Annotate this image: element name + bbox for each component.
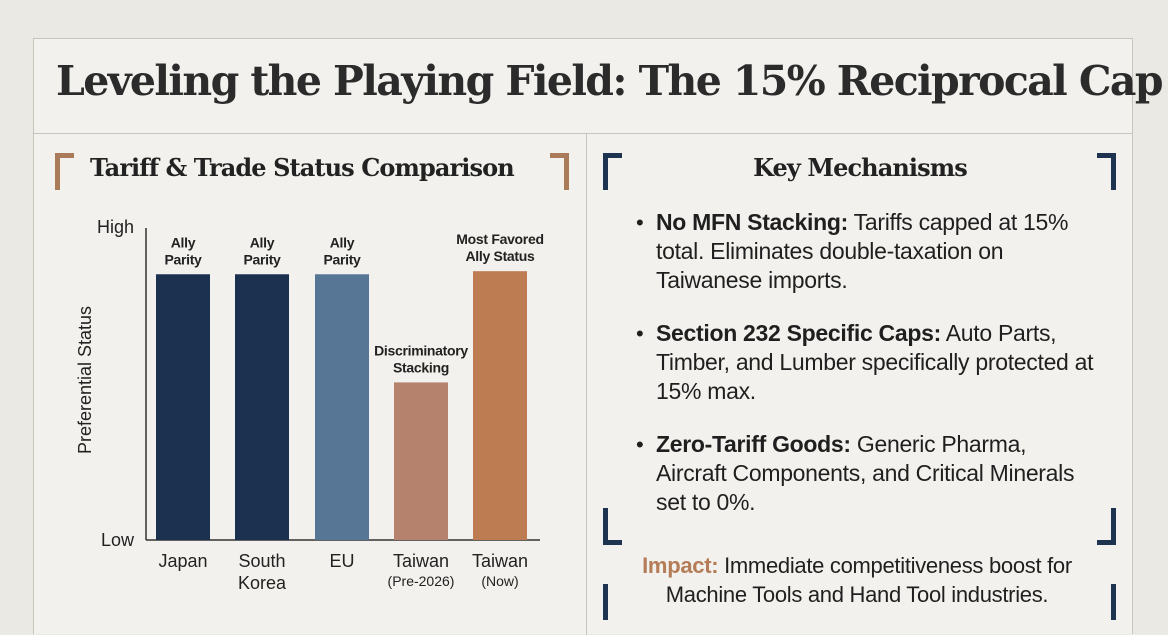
- panel-divider: [586, 134, 587, 635]
- impact-text: Immediate competitiveness boost for Mach…: [665, 553, 1072, 607]
- x-tick-label-line1: Japan: [158, 551, 207, 571]
- x-tick-label-line1: EU: [329, 551, 354, 571]
- y-axis-label: Preferential Status: [75, 306, 95, 454]
- x-tick-label-line2: (Pre-2026): [388, 573, 455, 589]
- title-bar: Leveling the Playing Field: The 15% Reci…: [34, 39, 1164, 134]
- mechanism-item: Zero-Tariff Goods: Generic Pharma, Aircr…: [636, 430, 1096, 517]
- bar-label-line2: Parity: [164, 251, 202, 267]
- impact-bracket-right: [1097, 584, 1116, 620]
- impact-statement: Impact: Immediate competitiveness boost …: [614, 551, 1100, 609]
- bar-5: [473, 271, 527, 540]
- mechanism-text: Tariffs capped at 15% total. Eliminates …: [656, 209, 1069, 293]
- mechanism-text: Generic Pharma, Aircraft Components, and…: [656, 431, 1075, 515]
- bar-label-line2: Parity: [243, 251, 281, 267]
- impact-bracket-left: [603, 584, 622, 620]
- mech-bracket-bottom-right: [1097, 508, 1116, 545]
- mech-bracket-top-right: [1097, 153, 1116, 190]
- bar-1: [156, 274, 210, 540]
- chart-title: Tariff & Trade Status Comparison: [90, 153, 515, 182]
- mechanism-text: Auto Parts, Timber, and Lumber specifica…: [656, 320, 1094, 404]
- y-tick-high: High: [97, 217, 134, 237]
- chart-bracket-top-right: [550, 153, 569, 190]
- mechanisms-title: Key Mechanisms: [753, 153, 968, 182]
- chart-bracket-top-left: [55, 153, 74, 190]
- bar-label-line2: Parity: [323, 251, 361, 267]
- bar-label-line2: Ally Status: [465, 248, 535, 264]
- mech-bracket-top-left: [603, 153, 622, 190]
- x-tick-label-line2: Korea: [238, 573, 287, 593]
- x-tick-label-line2: (Now): [481, 573, 518, 589]
- impact-label: Impact:: [642, 553, 719, 578]
- y-tick-low: Low: [101, 530, 135, 550]
- bar-label-line1: Discriminatory: [374, 342, 468, 358]
- bars-group: AllyParityJapanAllyParitySouthKoreaAllyP…: [156, 231, 544, 593]
- x-tick-label-line1: South: [238, 551, 285, 571]
- mech-bracket-bottom-left: [603, 508, 622, 545]
- bar-label-line1: Most Favored: [456, 231, 543, 247]
- mechanism-label: Zero-Tariff Goods:: [656, 431, 851, 457]
- mechanism-label: No MFN Stacking:: [656, 209, 848, 235]
- bar-3: [315, 274, 369, 540]
- mechanisms-list: No MFN Stacking: Tariffs capped at 15% t…: [636, 208, 1096, 541]
- bar-label-line1: Ally: [330, 234, 355, 250]
- bar-label-line2: Stacking: [393, 359, 449, 375]
- mechanism-label: Section 232 Specific Caps:: [656, 320, 941, 346]
- x-tick-label-line1: Taiwan: [393, 551, 449, 571]
- bar-2: [235, 274, 289, 540]
- mechanism-item: No MFN Stacking: Tariffs capped at 15% t…: [636, 208, 1096, 295]
- mechanism-item: Section 232 Specific Caps: Auto Parts, T…: [636, 319, 1096, 406]
- page-title: Leveling the Playing Field: The 15% Reci…: [56, 57, 1164, 105]
- bar-label-line1: Ally: [171, 234, 196, 250]
- bar-4: [394, 382, 448, 540]
- x-tick-label-line1: Taiwan: [472, 551, 528, 571]
- bar-label-line1: Ally: [250, 234, 275, 250]
